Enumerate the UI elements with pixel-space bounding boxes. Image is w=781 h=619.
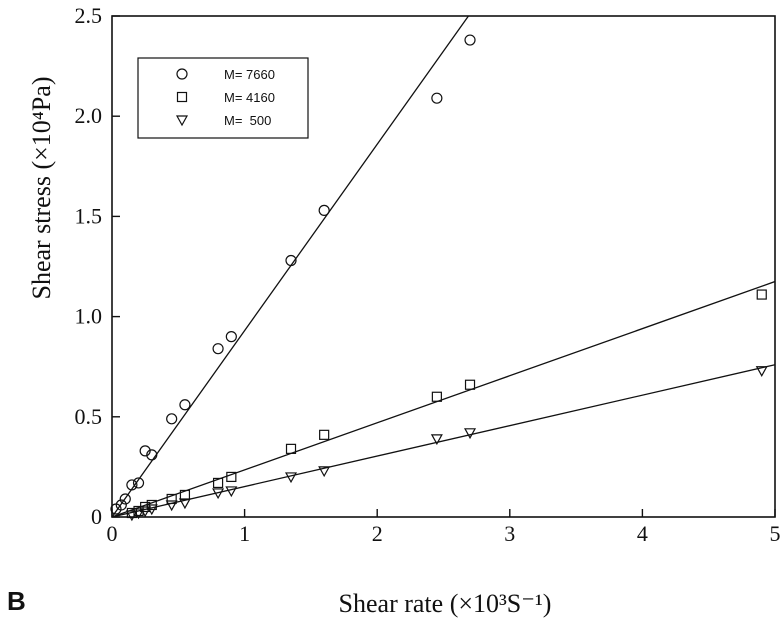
data-point xyxy=(431,391,442,402)
data-point xyxy=(179,399,191,411)
x-tick-label: 3 xyxy=(504,521,515,546)
y-axis-title: Shear stress (×10⁴Pa) xyxy=(27,76,56,299)
x-tick-label: 5 xyxy=(770,521,781,546)
data-point xyxy=(212,477,224,489)
x-tick-label: 0 xyxy=(107,521,118,546)
legend-marker xyxy=(176,91,188,103)
data-point xyxy=(125,510,138,522)
y-tick-label: 2.0 xyxy=(75,103,103,128)
data-point xyxy=(431,92,443,104)
y-tick-label: 0.5 xyxy=(75,404,103,429)
x-tick-label: 4 xyxy=(637,521,648,546)
data-point xyxy=(464,428,477,440)
data-point xyxy=(166,413,178,425)
data-point xyxy=(139,506,152,518)
data-point xyxy=(166,493,177,505)
data-point xyxy=(145,504,158,516)
data-point xyxy=(139,445,151,457)
data-point xyxy=(226,471,237,483)
plot-frame xyxy=(111,15,776,518)
legend-label: M= 7660 xyxy=(224,67,275,82)
legend: M= 7660 M= 4160 M= 500 xyxy=(137,57,309,139)
data-point xyxy=(285,443,297,454)
data-point xyxy=(755,366,768,377)
data-point xyxy=(165,500,178,512)
x-axis-title: Shear rate (×10³S⁻¹) xyxy=(339,589,552,618)
legend-label: M= 500 xyxy=(224,113,271,128)
data-point xyxy=(126,479,138,491)
data-point xyxy=(119,493,131,505)
legend-marker xyxy=(175,115,189,127)
data-point xyxy=(285,254,297,267)
data-point xyxy=(318,466,331,478)
series-2 xyxy=(126,289,767,519)
series-3 xyxy=(125,366,768,522)
legend-marker xyxy=(176,68,188,80)
data-point xyxy=(284,472,298,484)
data-point xyxy=(225,331,237,343)
data-point xyxy=(212,488,225,500)
series-1 xyxy=(110,34,476,515)
data-point xyxy=(225,486,238,498)
legend-label: M= 4160 xyxy=(224,90,275,105)
y-tick-label: 2.5 xyxy=(75,3,103,28)
y-tick-label: 0 xyxy=(91,504,102,529)
x-axis: 0 1 2 3 4 5 xyxy=(107,509,781,546)
data-point xyxy=(756,289,767,300)
fit-line-series-3 xyxy=(112,364,775,517)
data-points xyxy=(110,34,768,522)
data-point xyxy=(464,379,476,390)
y-axis: 0 0.5 1.0 1.5 2.0 2.5 xyxy=(75,3,120,529)
x-tick-label: 1 xyxy=(239,521,250,546)
data-point xyxy=(132,508,145,520)
data-point xyxy=(430,434,443,446)
data-point xyxy=(115,499,127,511)
data-point xyxy=(146,449,158,461)
y-tick-label: 1.5 xyxy=(75,203,103,228)
y-tick-label: 1.0 xyxy=(75,304,103,329)
fit-line-series-2 xyxy=(112,280,775,517)
data-point xyxy=(319,429,330,440)
data-point xyxy=(132,477,145,489)
fit-lines xyxy=(112,16,775,517)
data-point xyxy=(212,343,224,355)
data-point xyxy=(318,204,330,216)
panel-label: B xyxy=(7,586,26,616)
plot-area xyxy=(111,15,776,518)
legend-box xyxy=(137,57,309,139)
data-point xyxy=(178,498,191,510)
data-point xyxy=(464,34,476,46)
x-tick-label: 2 xyxy=(372,521,383,546)
fit-line-series-1 xyxy=(112,16,470,517)
